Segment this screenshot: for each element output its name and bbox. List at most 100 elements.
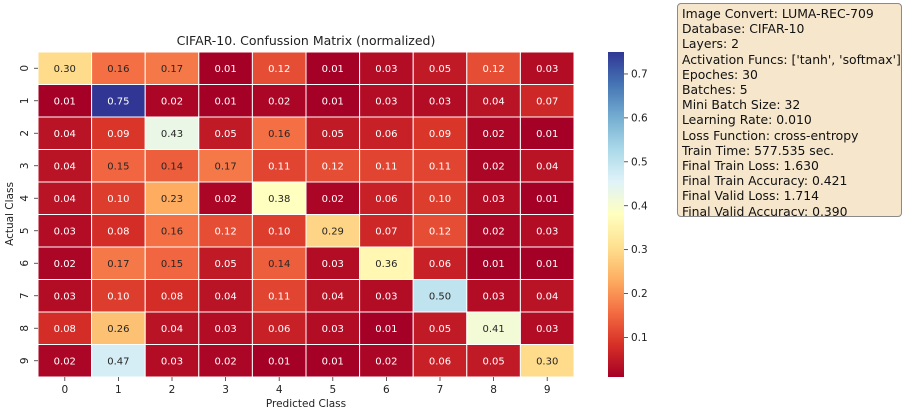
x-tick-label: 3 <box>222 384 229 396</box>
heatmap-cell <box>251 344 307 378</box>
cell-value-label: 0.11 <box>268 161 290 172</box>
cell-value-label: 0.36 <box>375 259 397 270</box>
cell-value-label: 0.01 <box>54 96 76 107</box>
info-line: Learning Rate: 0.010 <box>682 112 812 128</box>
colorbar-gradient <box>608 52 624 377</box>
heatmap-cell <box>251 311 307 345</box>
info-line: Layers: 2 <box>682 36 739 52</box>
heatmap-cell <box>251 214 307 248</box>
cell-value-label: 0.12 <box>429 226 451 237</box>
cell-value-label: 0.03 <box>536 64 558 75</box>
cell-value-label: 0.11 <box>429 161 451 172</box>
info-line: Loss Function: cross-entropy <box>682 127 859 143</box>
cell-value-label: 0.16 <box>107 64 129 75</box>
cell-value-label: 0.10 <box>107 194 129 205</box>
colorbar-tick-label: 0.7 <box>631 69 648 81</box>
heatmap-cell <box>466 214 521 248</box>
cell-value-label: 0.16 <box>161 226 183 237</box>
cell-value-label: 0.08 <box>107 226 129 237</box>
cell-value-label: 0.08 <box>54 324 76 335</box>
cell-value-label: 0.02 <box>268 96 290 107</box>
x-tick-label: 1 <box>115 384 122 396</box>
heatmap-cell <box>359 344 414 378</box>
colorbar-tick-label: 0.2 <box>631 288 648 300</box>
cell-value-label: 0.04 <box>54 129 76 140</box>
heatmap-cell <box>198 311 253 345</box>
cell-value-label: 0.05 <box>214 129 236 140</box>
heatmap-cell <box>91 51 146 85</box>
cell-value-label: 0.16 <box>268 129 290 140</box>
heatmap-cell <box>251 181 307 215</box>
heatmap-cell <box>359 84 414 118</box>
cell-value-label: 0.05 <box>429 324 451 335</box>
y-tick-label: 1 <box>19 97 31 104</box>
cell-value-label: 0.50 <box>429 291 451 302</box>
cell-value-label: 0.12 <box>268 64 290 75</box>
heatmap-cell <box>359 116 414 150</box>
heatmap-cell <box>359 246 414 280</box>
cell-value-label: 0.29 <box>322 226 344 237</box>
heatmap-cell <box>305 246 361 280</box>
cell-value-label: 0.04 <box>482 96 504 107</box>
colorbar-tick-label: 0.1 <box>631 332 648 344</box>
colorbar: 0.1 0.2 0.3 0.4 0.5 0.6 0.7 <box>608 52 648 377</box>
cell-value-label: 0.01 <box>322 356 344 367</box>
heatmap-cell <box>144 311 200 345</box>
cell-value-label: 0.03 <box>375 64 397 75</box>
heatmap-cell <box>305 181 361 215</box>
cell-value-label: 0.02 <box>214 356 236 367</box>
heatmap-cell <box>305 51 361 85</box>
cell-value-label: 0.03 <box>536 226 558 237</box>
heatmap-cell <box>198 246 253 280</box>
info-line: Final Train Loss: 1.630 <box>682 158 819 174</box>
x-tick-label: 4 <box>276 384 283 396</box>
cell-value-label: 0.30 <box>54 64 76 75</box>
cell-value-label: 0.05 <box>429 64 451 75</box>
heatmap-cell <box>91 116 146 150</box>
heatmap-cell <box>412 279 468 313</box>
cell-value-label: 0.03 <box>536 324 558 335</box>
cell-value-label: 0.02 <box>322 194 344 205</box>
heatmap-cell <box>37 116 93 150</box>
cell-value-label: 0.10 <box>107 291 129 302</box>
heatmap-cell <box>37 149 93 183</box>
y-axis-ticks: 0 1 2 3 4 5 6 7 8 9 <box>19 65 38 364</box>
confusion-matrix-chart: CIFAR-10. Confussion Matrix (normalized)… <box>4 33 648 410</box>
heatmap-cell <box>519 84 575 118</box>
cell-value-label: 0.03 <box>54 291 76 302</box>
heatmap-cell <box>359 149 414 183</box>
x-tick-label: 9 <box>544 384 551 396</box>
cell-value-label: 0.23 <box>161 194 183 205</box>
cell-value-label: 0.15 <box>107 161 129 172</box>
x-tick-label: 6 <box>383 384 390 396</box>
cell-value-label: 0.04 <box>536 291 558 302</box>
cell-value-label: 0.01 <box>214 64 236 75</box>
cell-value-label: 0.01 <box>375 324 397 335</box>
colorbar-tick-label: 0.5 <box>631 156 648 168</box>
cell-value-label: 0.17 <box>214 161 236 172</box>
cell-value-label: 0.47 <box>107 356 129 367</box>
heatmap-cell <box>466 344 521 378</box>
cell-value-label: 0.06 <box>375 194 397 205</box>
training-info-box: Image Convert: LUMA-REC-709 Database: CIF… <box>677 3 902 217</box>
heatmap-cell <box>519 344 575 378</box>
heatmap-cell <box>305 149 361 183</box>
heatmap-cell <box>359 181 414 215</box>
cell-value-label: 0.38 <box>268 194 290 205</box>
cell-value-label: 0.04 <box>322 291 344 302</box>
heatmap-cell <box>144 279 200 313</box>
cell-value-label: 0.10 <box>268 226 290 237</box>
cell-value-label: 0.04 <box>54 161 76 172</box>
cell-value-label: 0.17 <box>107 259 129 270</box>
heatmap-cell <box>91 311 146 345</box>
cell-value-label: 0.30 <box>536 356 558 367</box>
cell-value-label: 0.01 <box>322 64 344 75</box>
info-line: Batches: 5 <box>682 82 748 98</box>
heatmap-cell <box>412 311 468 345</box>
x-tick-label: 0 <box>61 384 68 396</box>
heatmap-cell <box>519 181 575 215</box>
cell-value-label: 0.02 <box>482 129 504 140</box>
cell-value-label: 0.04 <box>214 291 236 302</box>
heatmap-cells: 0.30 0.16 0.17 0.01 0.12 0.01 0.03 0.05 0.12 0.03… <box>37 51 575 378</box>
x-tick-label: 5 <box>329 384 336 396</box>
